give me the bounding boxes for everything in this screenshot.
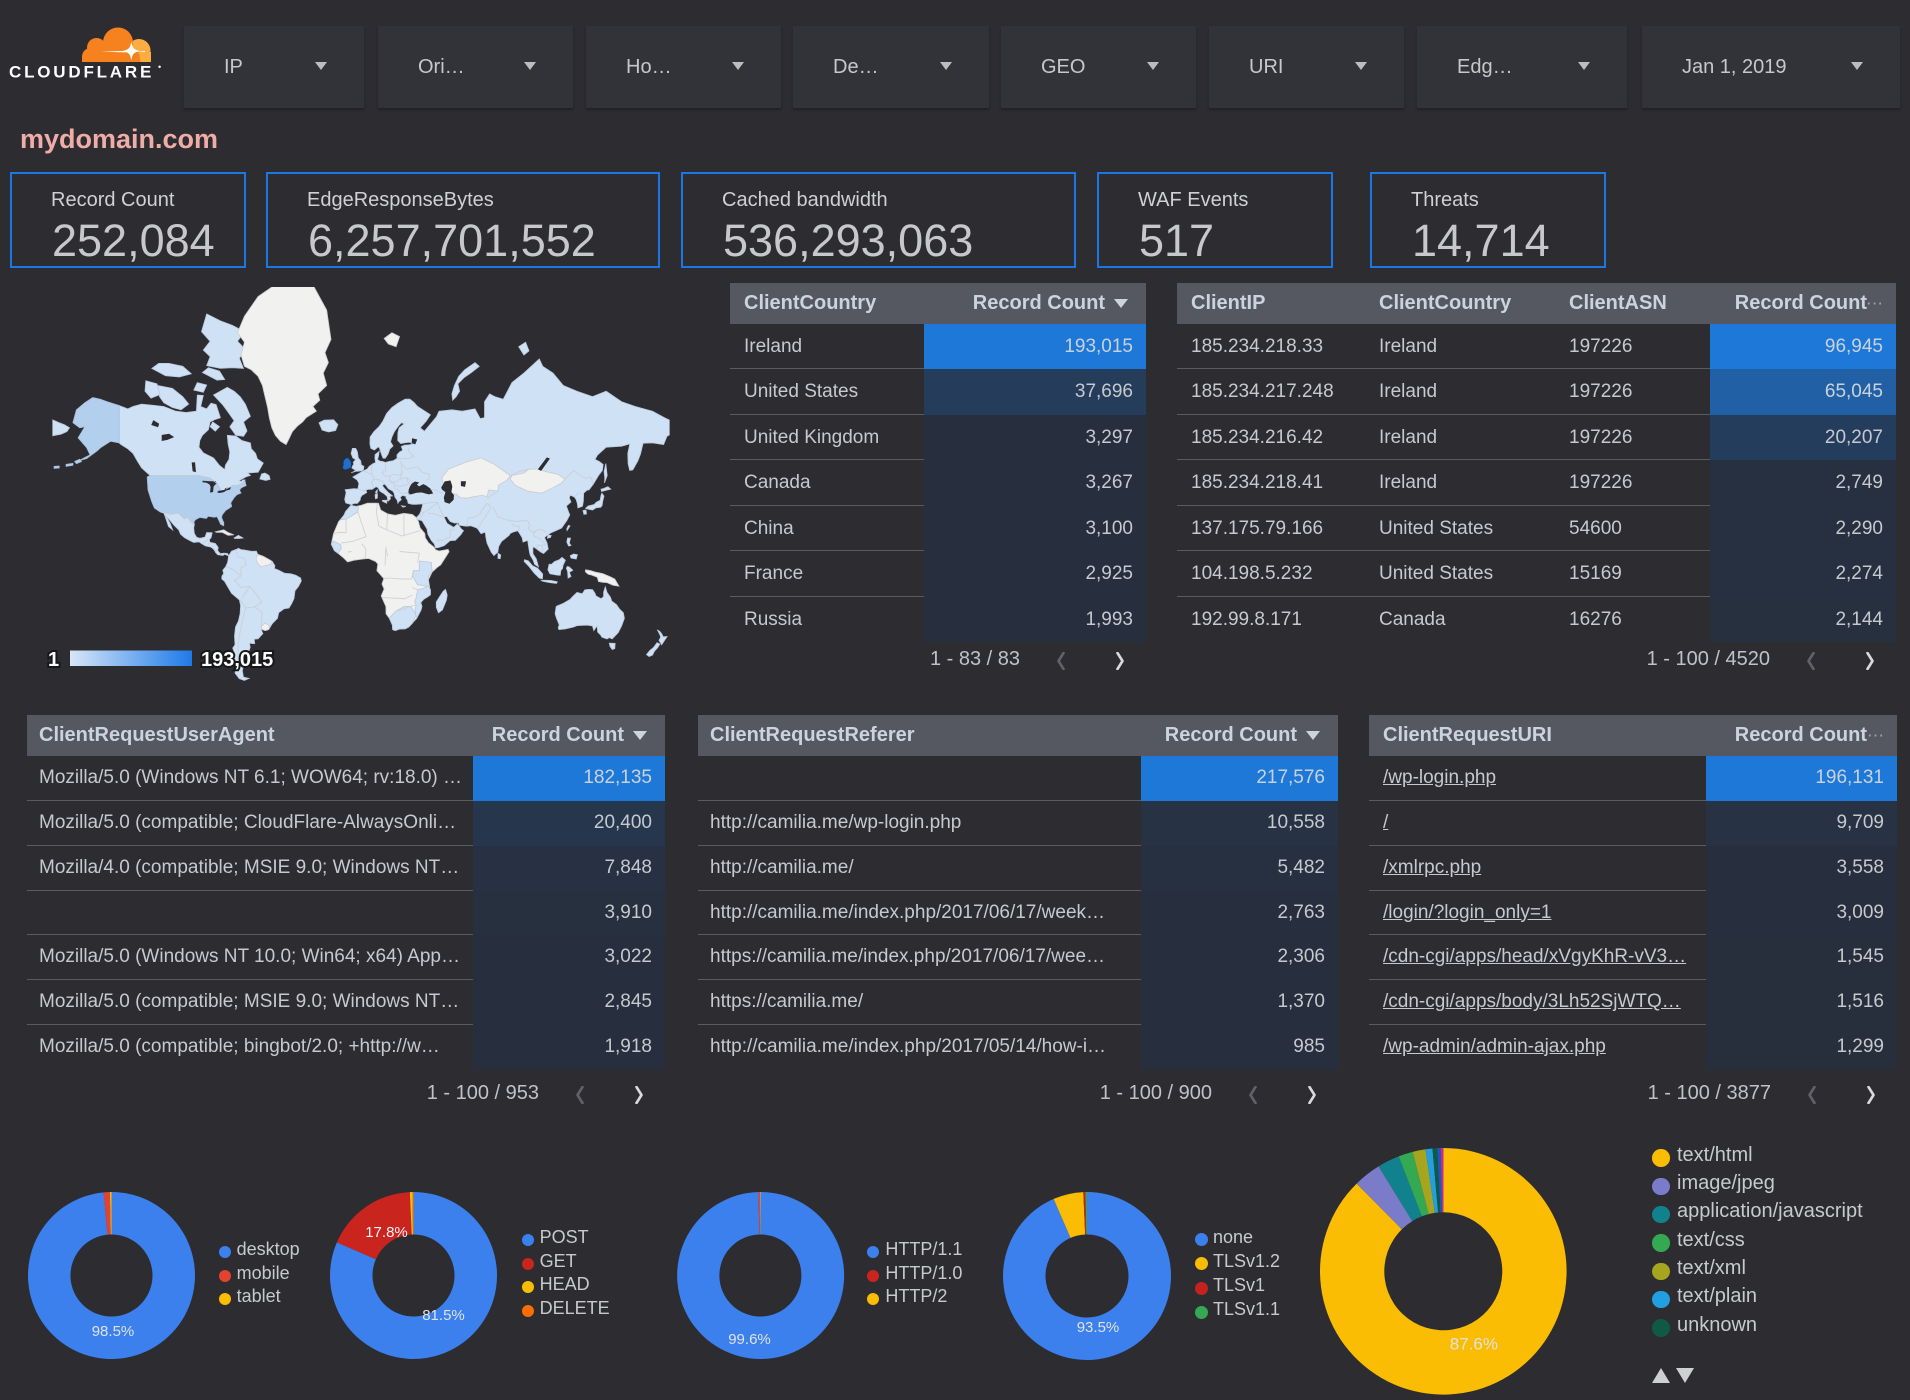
svg-text:87.6%: 87.6% bbox=[1450, 1334, 1498, 1353]
svg-text:193,015: 193,015 bbox=[201, 649, 273, 671]
svg-text:•: • bbox=[158, 62, 161, 72]
svg-text:17.8%: 17.8% bbox=[365, 1224, 408, 1241]
svg-text:99.6%: 99.6% bbox=[728, 1331, 771, 1348]
svg-text:81.5%: 81.5% bbox=[422, 1307, 465, 1324]
svg-text:93.5%: 93.5% bbox=[1077, 1319, 1120, 1336]
svg-text:CLOUDFLARE: CLOUDFLARE bbox=[9, 63, 154, 82]
svg-text:98.5%: 98.5% bbox=[92, 1323, 135, 1340]
svg-text:1: 1 bbox=[48, 649, 59, 671]
